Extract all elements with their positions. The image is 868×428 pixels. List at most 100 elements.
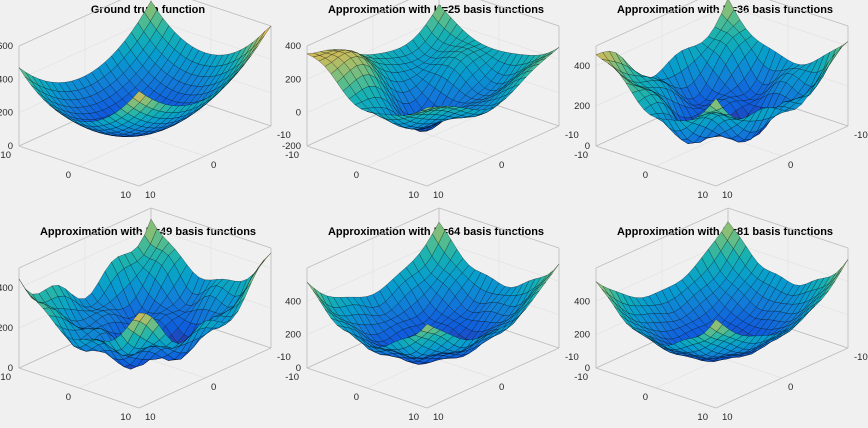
axis-box-edge: [438, 207, 560, 249]
z-tick-label: -200: [282, 141, 301, 152]
z-tick-label: 400: [0, 74, 13, 85]
x-tick-label: 10: [722, 412, 733, 423]
x-tick-label: 10: [433, 412, 444, 423]
y-tick-label: -10: [0, 372, 11, 383]
y-tick-label: 10: [697, 190, 708, 201]
subplot-k81: Approximation with K=81 basis functions …: [574, 207, 868, 428]
x-tick-label: 10: [145, 190, 156, 201]
y-tick-label: 10: [120, 412, 131, 423]
surface-plot: -200 0 200 400 -10 0 10 -10 0 10: [282, 0, 579, 201]
y-tick-label: 10: [408, 412, 419, 423]
subplot-k49: Approximation with K=49 basis functions …: [0, 207, 291, 428]
x-tick-label: 0: [788, 160, 793, 171]
x-tick-label: 0: [211, 160, 216, 171]
surface-patch: [132, 312, 146, 322]
surface-patch: [420, 106, 434, 112]
axis-box-edge: [595, 0, 699, 47]
y-tick-label: -10: [285, 372, 299, 383]
y-tick-label: 0: [66, 392, 71, 403]
z-tick-label: 400: [285, 41, 301, 52]
z-tick-label: 0: [8, 141, 13, 152]
x-tick-label: 10: [433, 190, 444, 201]
y-tick-label: 0: [643, 392, 648, 403]
tick-labels: -200 0 200 400 -10 0 10 -10 0 10: [282, 41, 579, 201]
y-tick-label: -10: [574, 372, 588, 383]
surface-mesh: [18, 0, 272, 137]
z-tick-label: 0: [585, 363, 590, 374]
axis-box-edge: [138, 347, 272, 409]
z-tick-label: 400: [574, 296, 590, 307]
subplot-k25: Approximation with K=25 basis functions …: [282, 0, 579, 206]
z-tick-label: 0: [296, 363, 301, 374]
surface-mesh: [306, 221, 560, 365]
z-tick-label: 0: [296, 108, 301, 119]
surface-patch: [546, 47, 560, 56]
x-tick-label: -10: [277, 352, 291, 363]
x-tick-label: -10: [277, 130, 291, 141]
x-tick-label: -10: [565, 130, 579, 141]
z-tick-label: 0: [8, 363, 13, 374]
x-tick-label: -10: [565, 352, 579, 363]
axis-box-edge: [595, 207, 729, 269]
surface-patch: [709, 98, 723, 111]
x-tick-label: 0: [499, 160, 504, 171]
surface-mesh: [18, 218, 272, 370]
surface-patch: [546, 263, 560, 279]
z-tick-label: 400: [0, 283, 13, 294]
y-tick-label: -10: [285, 150, 299, 161]
grid-line: [18, 19, 152, 80]
grid-line: [306, 241, 440, 302]
y-tick-label: 10: [697, 412, 708, 423]
surface-patch: [252, 30, 266, 49]
z-tick-label: 200: [0, 108, 13, 119]
surface-patch: [829, 266, 843, 284]
axis-box-edge: [479, 0, 560, 27]
surface-mesh: [306, 4, 560, 132]
x-tick-label: 0: [788, 382, 793, 393]
subplot-ground-truth: Ground truth function 0200400600-10010-1…: [0, 0, 291, 206]
z-tick-label: 200: [574, 101, 590, 112]
z-tick-label: 400: [285, 296, 301, 307]
y-tick-label: 0: [66, 170, 71, 181]
surface-mesh: [595, 221, 849, 362]
grid-line: [18, 227, 152, 289]
axis-box-edge: [306, 145, 428, 187]
axis-box-edge: [18, 207, 152, 269]
y-tick-label: 10: [408, 190, 419, 201]
x-tick-label: -10: [854, 130, 868, 141]
surface-mesh: [595, 0, 849, 144]
axis-box-edge: [426, 125, 560, 187]
x-tick-label: 0: [211, 382, 216, 393]
axis-box-edge: [715, 125, 849, 187]
z-tick-label: 400: [574, 61, 590, 72]
grid-line: [727, 5, 849, 47]
surface-patch: [132, 90, 146, 103]
axis-box-edge: [150, 207, 272, 249]
grid-line: [595, 241, 729, 302]
axis-box-edge: [18, 367, 140, 409]
x-tick-label: 0: [499, 382, 504, 393]
x-tick-label: -10: [854, 352, 868, 363]
axis-box-edge: [306, 207, 440, 269]
x-tick-label: 10: [722, 190, 733, 201]
y-tick-label: -10: [574, 150, 588, 161]
x-tick-label: 10: [145, 412, 156, 423]
surface-patch: [258, 25, 272, 43]
z-tick-label: 0: [585, 141, 590, 152]
grid-line: [727, 241, 849, 282]
axis-box-edge: [306, 367, 428, 409]
axis-box-edge: [595, 367, 717, 409]
y-tick-label: 0: [354, 170, 359, 181]
grid-line: [150, 227, 272, 269]
axis-box-edge: [768, 0, 849, 27]
axis-box-edge: [727, 207, 849, 249]
z-tick-label: 200: [0, 323, 13, 334]
surface-patch: [420, 323, 434, 333]
z-tick-label: 200: [285, 74, 301, 85]
